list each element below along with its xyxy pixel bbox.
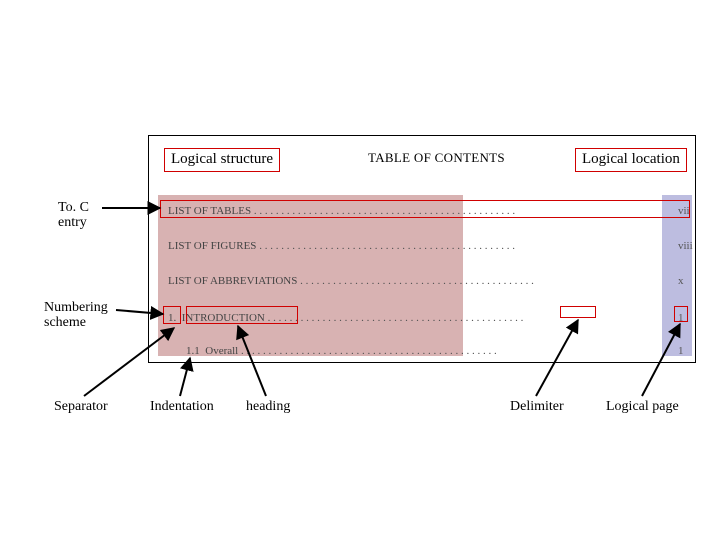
logical-structure-label: Logical structure [171, 151, 273, 167]
toc-line: LIST OF FIGURES . . . . . . . . . . . . … [168, 240, 660, 252]
separator-label: Separator [54, 399, 108, 414]
toc-page-number: viii [678, 240, 693, 252]
toc-line: 1.1 Overall . . . . . . . . . . . . . . … [186, 345, 660, 357]
toc-page-number: 1 [678, 345, 684, 357]
logical-location-label-box: Logical location [575, 148, 687, 172]
indentation-label: Indentation [150, 399, 214, 414]
heading-outline [186, 306, 298, 324]
page-outline [674, 306, 688, 322]
toc-page-number: x [678, 275, 684, 287]
toc-entry-outline [160, 200, 690, 218]
logical-page-label: Logical page [606, 399, 679, 414]
toc-entry-label: To. Centry [58, 200, 89, 231]
toc-line: LIST OF ABBREVIATIONS . . . . . . . . . … [168, 275, 660, 287]
numbering-outline [163, 306, 181, 324]
numbering-scheme-label: Numberingscheme [44, 300, 108, 331]
delimiter-label: Delimiter [510, 399, 564, 414]
logical-structure-label-box: Logical structure [164, 148, 280, 172]
delimiter-outline [560, 306, 596, 318]
arrow [180, 358, 190, 396]
document-title: TABLE OF CONTENTS [368, 150, 505, 166]
heading-label: heading [246, 399, 290, 414]
diagram-canvas: TABLE OF CONTENTS LIST OF TABLES . . . .… [0, 0, 720, 540]
logical-location-label: Logical location [582, 151, 680, 167]
logical-location-highlight [662, 195, 692, 356]
